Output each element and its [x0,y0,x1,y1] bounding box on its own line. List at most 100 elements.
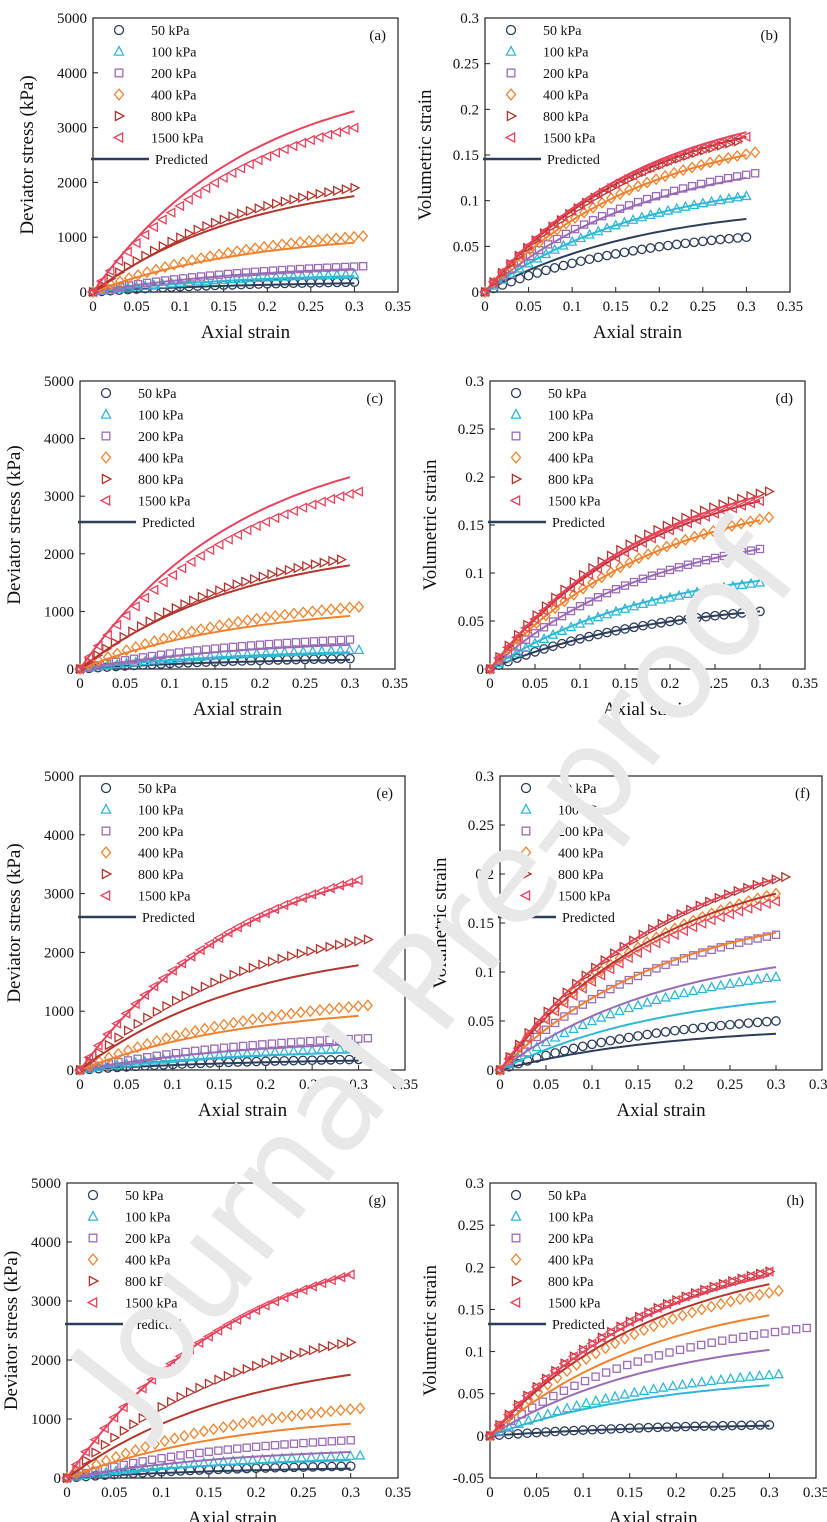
y-tick-label: 3000 [31,1294,61,1310]
data-point [727,1420,738,1431]
data-point [300,654,310,665]
data-point [755,488,766,499]
data-point [326,603,337,616]
data-point [158,240,169,252]
x-tick-label: 0.3 [341,1485,360,1501]
data-point [191,985,202,997]
data-point [188,1457,200,1468]
legend-marker [520,782,532,794]
data-point [92,1040,103,1051]
data-point [345,1461,356,1472]
legend-marker [87,1210,99,1221]
data-point [618,546,630,558]
data-point [584,254,595,265]
y-tick-label: 0.1 [465,566,484,582]
data-point [696,179,706,189]
data-point [308,1344,319,1356]
data-point [204,1447,214,1456]
data-point [593,252,604,263]
x-tick-label: 0.1 [171,299,190,315]
data-point [337,1338,348,1350]
data-point [575,232,587,243]
series-400-kpa [484,511,775,676]
data-point [287,896,298,907]
data-point [276,1008,287,1021]
legend-marker [504,131,516,144]
data-point [237,641,247,651]
data-point [222,1464,233,1474]
data-point [606,1424,616,1434]
plot-frame [92,17,399,293]
data-point [229,969,240,981]
panel-tag: (e) [376,786,393,802]
data-point [736,517,747,530]
y-tick-label: 0.25 [468,818,494,834]
x-tick-label: 0.25 [702,676,728,692]
legend-marker [510,1189,522,1201]
data-point [568,1425,579,1436]
y-tick-label: 0.05 [453,239,479,255]
data-point [185,1449,195,1459]
data-point [669,186,679,196]
data-point [305,269,317,280]
series-1500-kpa [493,877,781,1076]
data-point [142,278,152,288]
data-point [591,1372,600,1381]
data-point [101,1454,112,1467]
data-point [174,648,184,657]
data-point [532,610,543,621]
data-point [592,611,604,622]
data-point [315,885,326,897]
data-point [295,1006,306,1019]
data-point [150,263,162,276]
data-point [523,1414,534,1425]
data-point [723,173,733,183]
data-point [176,232,187,243]
data-point [188,1427,200,1440]
data-point [642,1029,653,1040]
data-point [325,1055,336,1065]
data-point [185,1386,196,1398]
data-point [683,560,693,569]
data-point [253,271,264,282]
data-point [662,204,674,215]
data-point [262,271,273,282]
data-point [304,134,315,146]
y-tick-label: 0.15 [468,916,494,932]
data-point [753,495,765,507]
data-point [166,569,178,581]
data-point [121,246,132,258]
data-point [228,1419,239,1432]
x-tick-label: 0.15 [603,299,629,315]
data-point [622,952,633,964]
data-point [309,654,319,665]
data-point [115,282,125,292]
data-point [95,275,106,287]
data-point [353,1042,364,1053]
chart-panel: 0 0.05 0.1 0.15 0.2 0.25 0.3 0.35 0 1000 2000 3000 4… [4,769,418,1121]
legend-label: Predicted [129,1318,182,1333]
data-point [512,653,522,664]
data-point [654,241,665,252]
data-point [600,1342,611,1355]
data-point [579,206,590,219]
legend-label: 100 kPa [548,409,594,424]
data-point [615,187,626,201]
data-point [741,190,752,201]
data-point [576,256,586,267]
data-point [324,882,335,894]
data-point [111,1018,122,1029]
data-point [313,234,324,247]
data-point [202,220,213,232]
data-point [213,1464,224,1475]
y-tick-label: 0 [67,662,75,678]
data-point [198,1456,210,1467]
data-point [682,587,694,598]
data-point [577,1018,589,1030]
data-point [178,274,188,283]
data-point [550,602,561,615]
data-point [334,1001,345,1015]
data-point [148,584,159,596]
data-point [706,981,717,992]
data-point [697,1022,708,1033]
